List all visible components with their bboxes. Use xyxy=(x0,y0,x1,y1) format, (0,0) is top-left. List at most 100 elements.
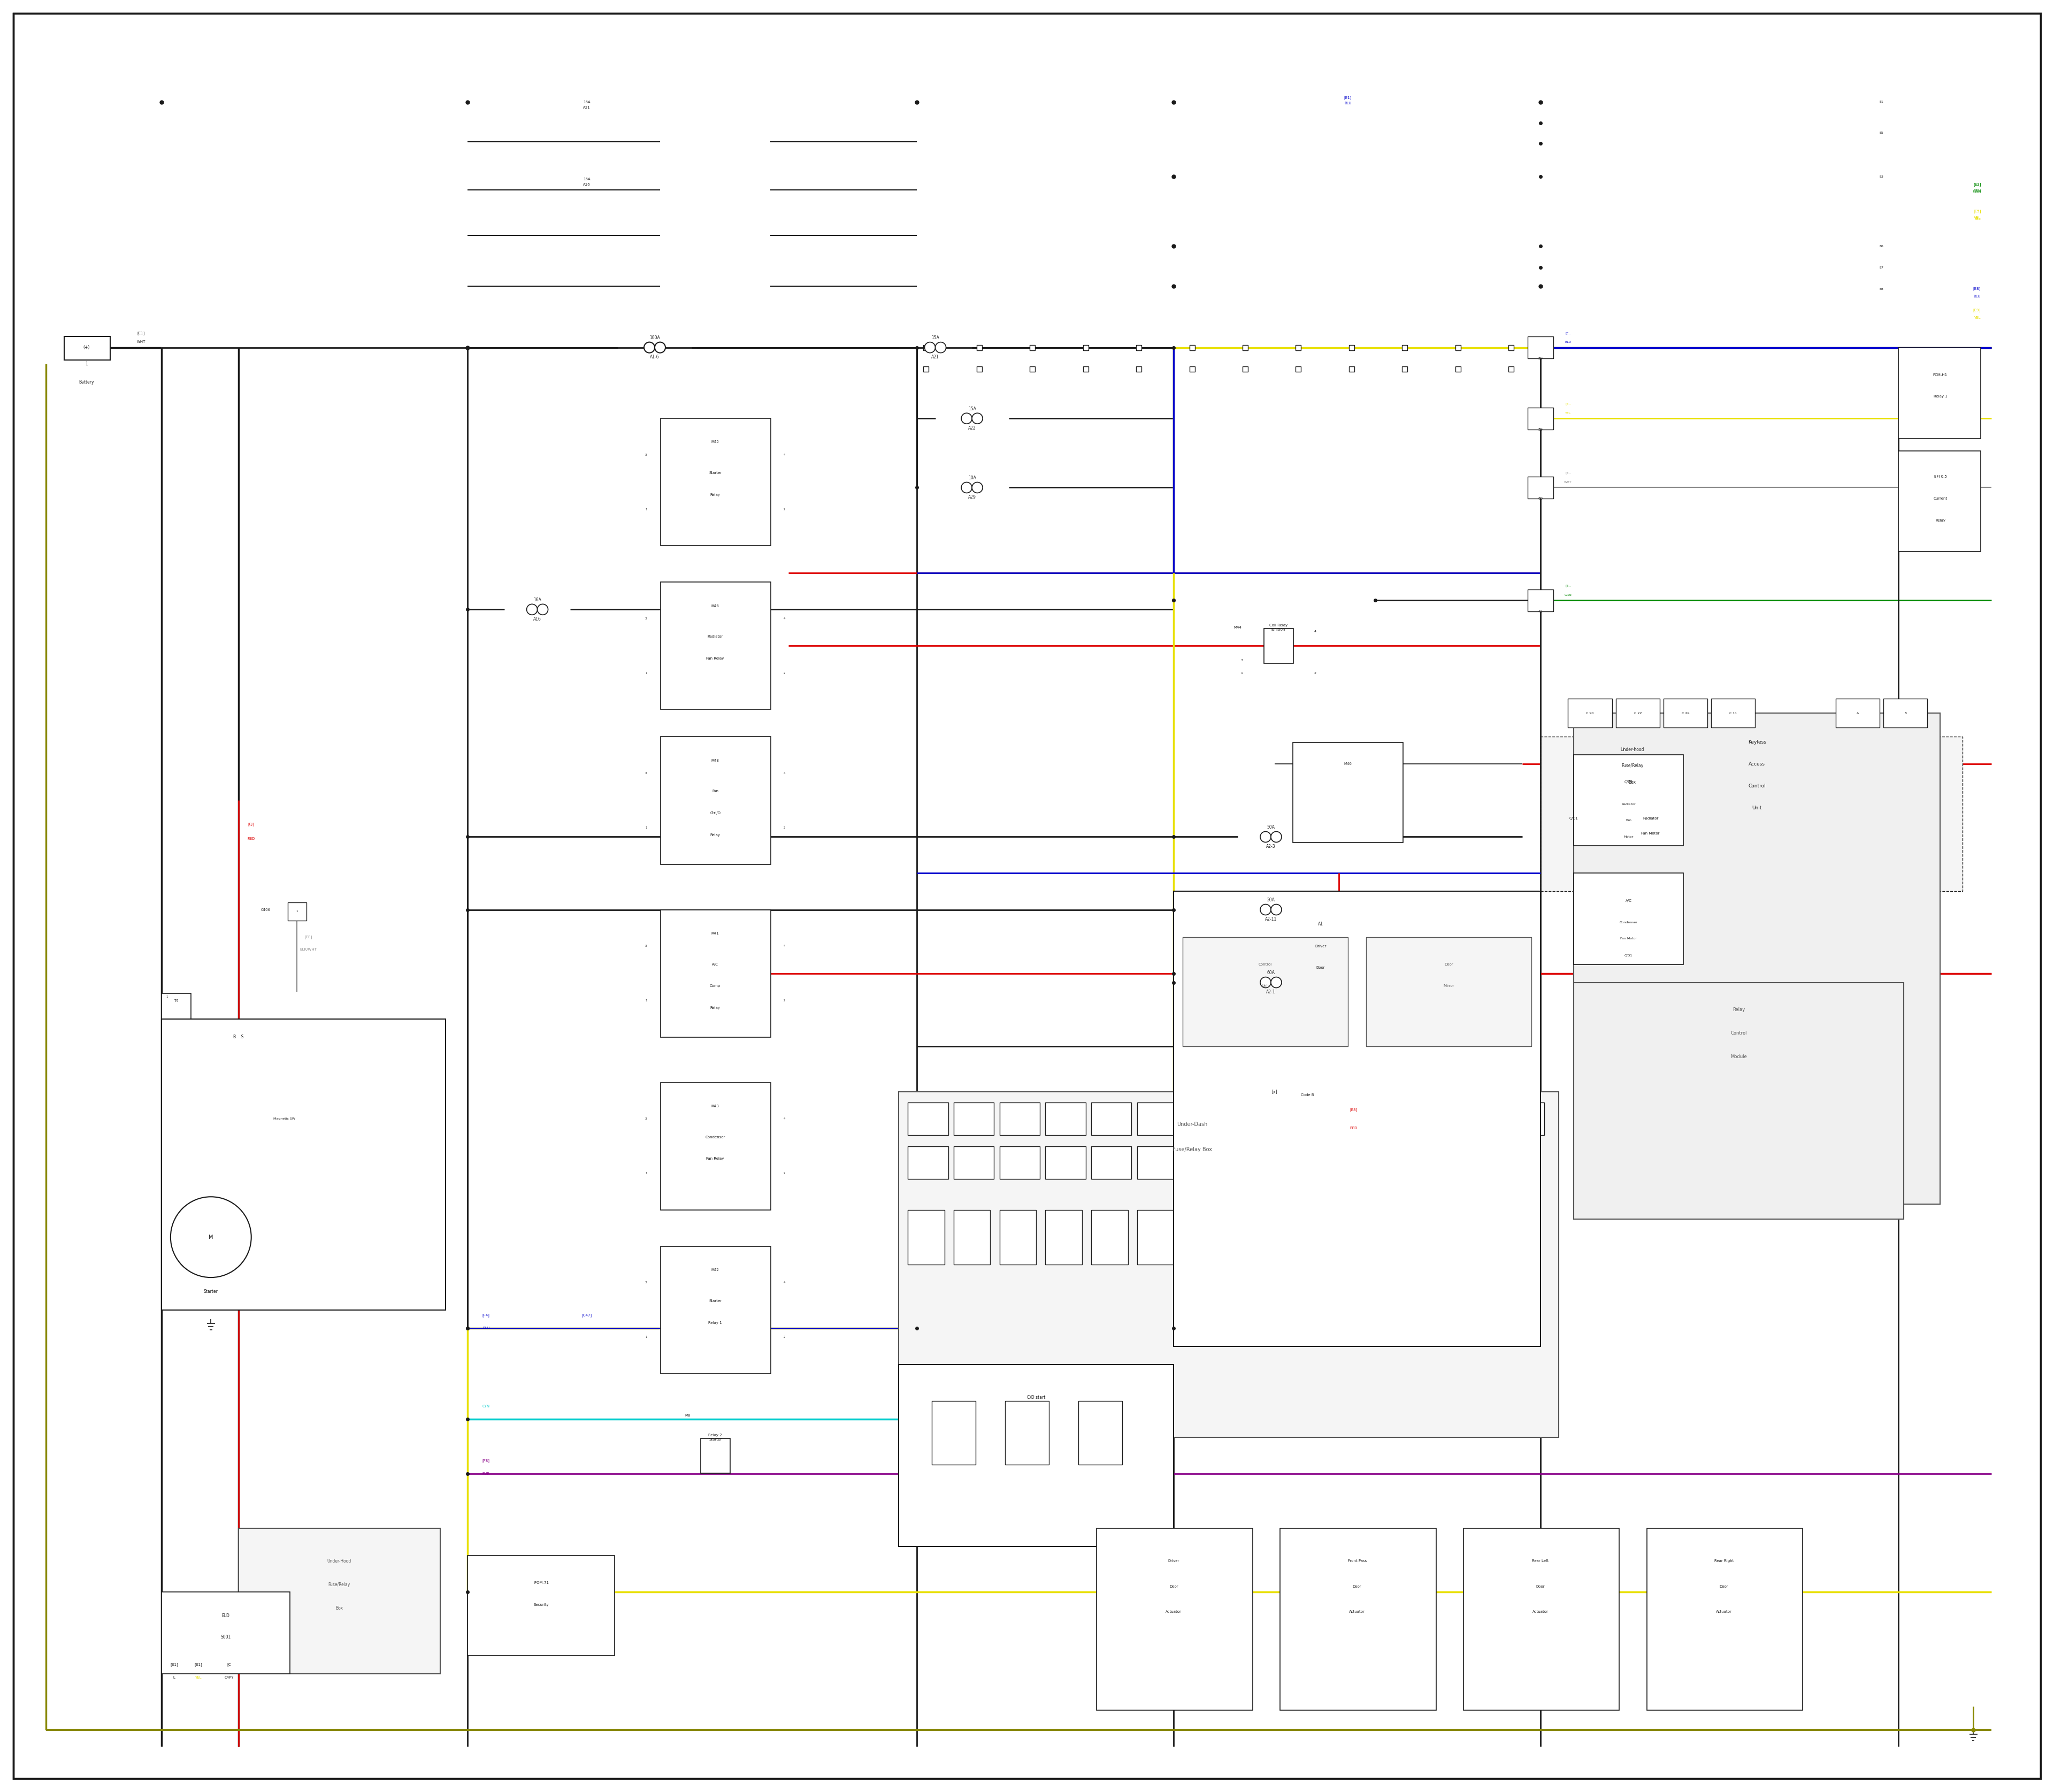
Bar xyxy=(1136,346,1142,351)
Text: 1: 1 xyxy=(84,362,88,366)
Text: 16A: 16A xyxy=(583,100,592,104)
Text: Module: Module xyxy=(1729,1055,1746,1059)
Text: 1: 1 xyxy=(1241,672,1243,674)
Bar xyxy=(1504,1102,1545,1136)
Text: M48: M48 xyxy=(711,758,719,762)
Bar xyxy=(1456,346,1460,351)
Text: M45: M45 xyxy=(711,441,719,444)
Text: Fuse/Relay: Fuse/Relay xyxy=(1621,763,1643,769)
Bar xyxy=(1508,346,1514,351)
Text: Box: Box xyxy=(335,1606,343,1611)
Text: E5: E5 xyxy=(1879,131,1884,134)
Bar xyxy=(1138,1210,1173,1265)
Text: A16: A16 xyxy=(583,183,592,186)
Text: 16A: 16A xyxy=(534,597,542,602)
Bar xyxy=(1138,1147,1177,1179)
Bar xyxy=(953,1102,994,1136)
Text: [B1]: [B1] xyxy=(170,1663,179,1667)
Bar xyxy=(1508,366,1514,371)
Bar xyxy=(1078,1401,1121,1464)
Bar xyxy=(1189,346,1195,351)
Text: Radiator: Radiator xyxy=(707,634,723,638)
Bar xyxy=(1366,937,1532,1047)
Text: A/C: A/C xyxy=(713,962,719,966)
Bar xyxy=(1456,366,1460,371)
Text: [EJ]: [EJ] xyxy=(249,823,255,826)
Text: Ignition: Ignition xyxy=(1271,629,1286,631)
Text: Coil Relay: Coil Relay xyxy=(1269,624,1288,627)
Text: EFI 0.5: EFI 0.5 xyxy=(1935,475,1947,478)
Text: YEL: YEL xyxy=(1974,315,1980,319)
Text: Door: Door xyxy=(1444,962,1454,966)
Text: Control: Control xyxy=(1729,1030,1746,1036)
Bar xyxy=(1647,1529,1803,1710)
Bar xyxy=(908,1210,945,1265)
Text: M8: M8 xyxy=(684,1414,690,1417)
Bar xyxy=(1136,366,1142,371)
Circle shape xyxy=(961,414,972,423)
Bar xyxy=(1403,346,1407,351)
Bar xyxy=(1097,1529,1253,1710)
Text: C 11: C 11 xyxy=(1729,711,1738,715)
Text: Magnetic SW: Magnetic SW xyxy=(273,1118,296,1120)
Text: A2-3: A2-3 xyxy=(1265,844,1276,849)
Text: WHT: WHT xyxy=(1563,480,1571,484)
Bar xyxy=(1349,366,1354,371)
Text: M42: M42 xyxy=(711,1269,719,1272)
Text: IL: IL xyxy=(173,1676,177,1679)
Text: Relay 1: Relay 1 xyxy=(1933,394,1947,398)
Bar xyxy=(900,1364,1173,1546)
Text: [E1]: [E1] xyxy=(138,332,146,335)
Text: Current: Current xyxy=(1933,496,1947,500)
Bar xyxy=(953,1210,990,1265)
Text: WHT: WHT xyxy=(138,340,146,344)
Text: 60A: 60A xyxy=(1267,971,1276,975)
Text: A2-1: A2-1 xyxy=(1265,989,1276,995)
Bar xyxy=(1257,1073,1310,1118)
Text: [F4]: [F4] xyxy=(483,1314,489,1317)
Bar xyxy=(1884,699,1927,728)
Text: C/D1: C/D1 xyxy=(1625,781,1633,783)
Bar xyxy=(1082,366,1089,371)
Text: Front Pass: Front Pass xyxy=(1347,1559,1366,1563)
Bar xyxy=(1898,348,1980,439)
Text: A/C: A/C xyxy=(1625,900,1631,901)
Text: 59: 59 xyxy=(1538,428,1543,430)
Bar xyxy=(1228,1147,1269,1179)
Text: [E8]: [E8] xyxy=(1349,1107,1358,1111)
Text: Security: Security xyxy=(534,1604,548,1606)
Bar xyxy=(1183,1147,1224,1179)
Bar xyxy=(908,1102,949,1136)
Bar xyxy=(1091,1210,1128,1265)
Text: Rear Left: Rear Left xyxy=(1532,1559,1549,1563)
Text: M46: M46 xyxy=(711,604,719,607)
Bar xyxy=(1413,1102,1452,1136)
Text: E1: E1 xyxy=(1879,100,1884,104)
Text: Relay: Relay xyxy=(711,833,721,837)
Text: Door: Door xyxy=(1719,1584,1727,1588)
Text: Fan Relay: Fan Relay xyxy=(707,1158,725,1161)
Bar xyxy=(1183,1102,1224,1136)
Text: T4: T4 xyxy=(175,998,179,1002)
Text: C 22: C 22 xyxy=(1633,711,1641,715)
Circle shape xyxy=(961,482,972,493)
Bar xyxy=(1898,452,1980,552)
Bar xyxy=(924,346,928,351)
Bar xyxy=(1573,982,1904,1219)
Text: 15A: 15A xyxy=(930,335,939,340)
Bar xyxy=(468,1555,614,1656)
Text: A: A xyxy=(1857,711,1859,715)
Text: Fan Relay: Fan Relay xyxy=(707,658,725,659)
Text: A22: A22 xyxy=(967,426,976,430)
Circle shape xyxy=(1271,977,1282,987)
Text: Radiator: Radiator xyxy=(1643,817,1658,821)
Text: C4PY: C4PY xyxy=(224,1676,234,1679)
Text: 60: 60 xyxy=(1538,496,1543,500)
Bar xyxy=(1573,873,1684,964)
Text: Motor: Motor xyxy=(1623,835,1633,839)
Bar xyxy=(162,1020,446,1310)
Circle shape xyxy=(1261,831,1271,842)
Bar xyxy=(1045,1210,1082,1265)
Text: E6: E6 xyxy=(1879,246,1884,247)
Text: C406: C406 xyxy=(261,909,271,912)
